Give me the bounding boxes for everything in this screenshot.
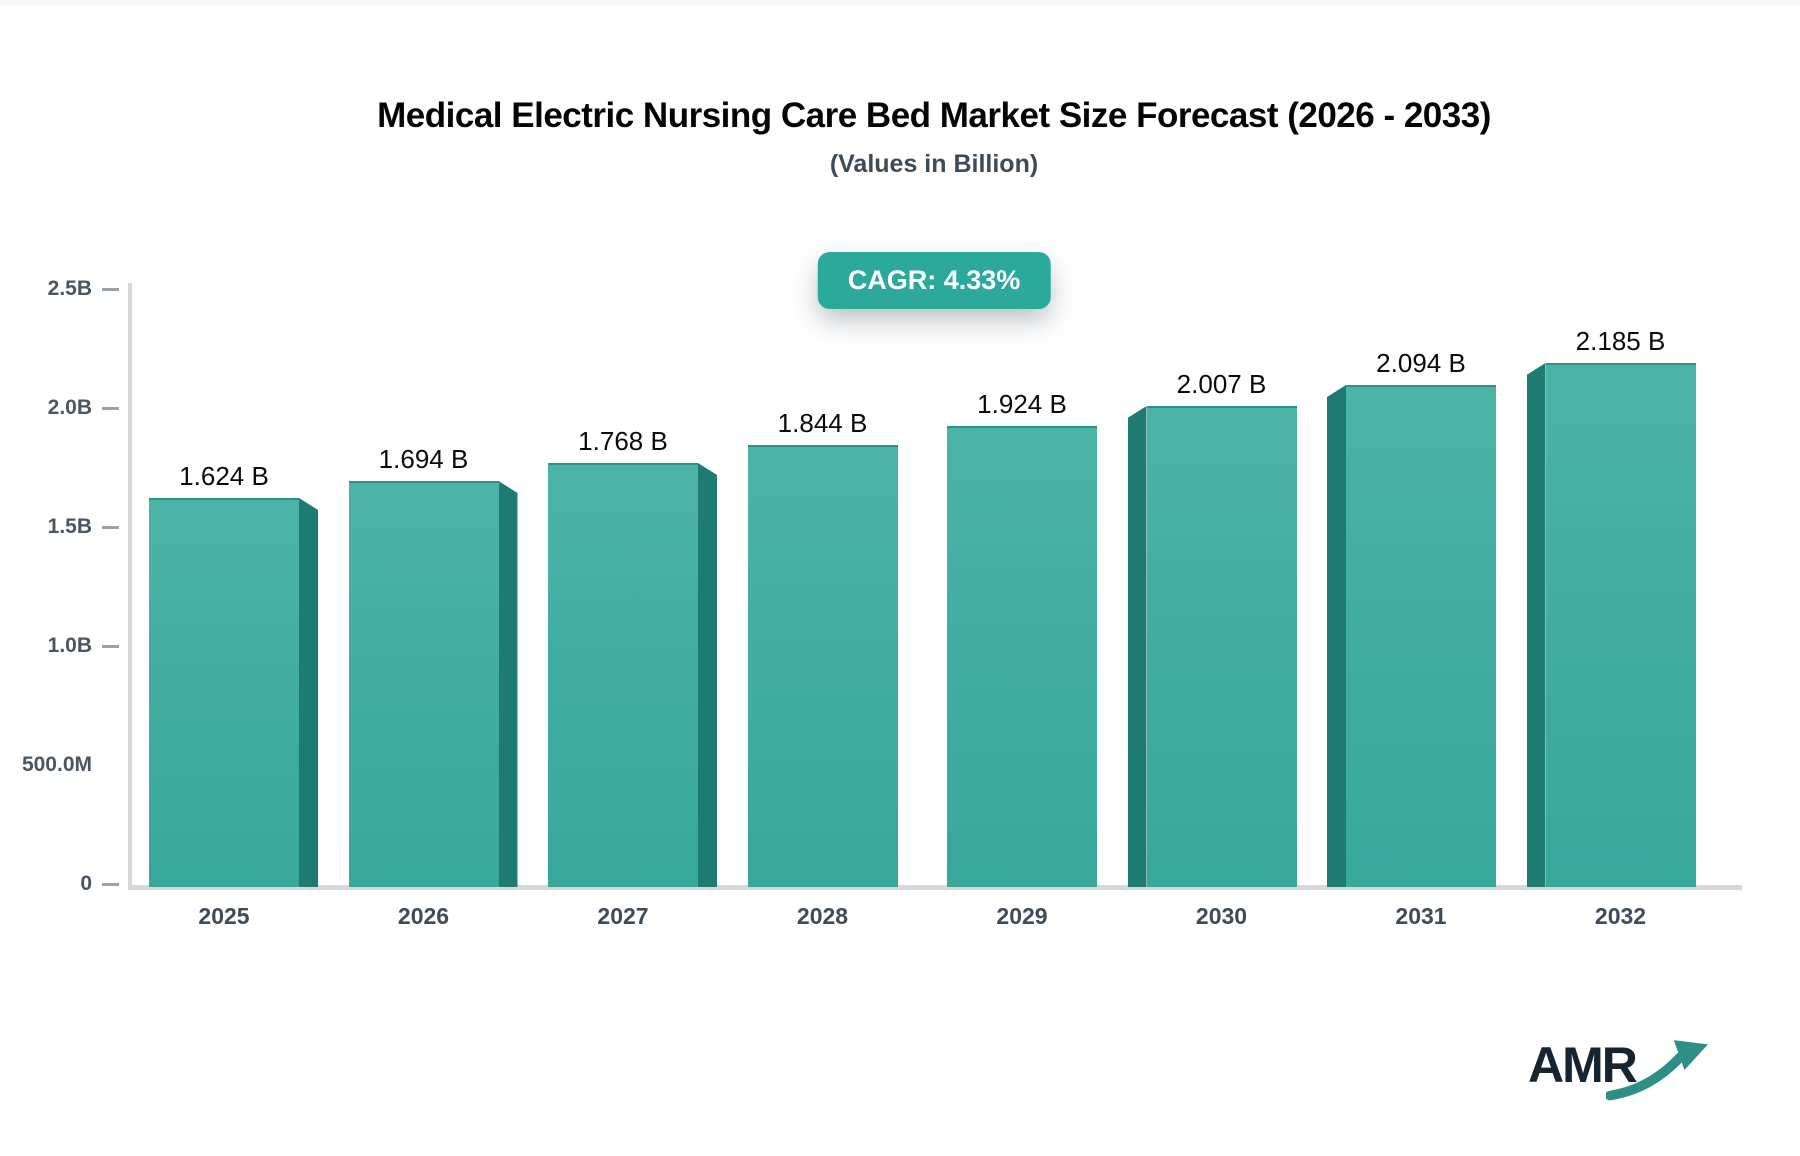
- bar-2030: [1146, 406, 1297, 887]
- bar-2031-side-3d: [1327, 385, 1346, 887]
- bar-2027: [548, 463, 698, 887]
- x-axis-label-2025: 2025: [198, 903, 250, 929]
- bar-value-label-2030: 2.007 B: [1176, 369, 1267, 399]
- bar-2025: [149, 498, 299, 887]
- chart-title: Medical Electric Nursing Care Bed Market…: [377, 96, 1491, 135]
- cagr-badge: CAGR: 4.33%: [817, 252, 1051, 309]
- bar-value-label-2029: 1.924 B: [977, 389, 1067, 419]
- bar-2026: [348, 481, 499, 887]
- bar-2030-side-3d: [1127, 406, 1147, 887]
- bar-value-label-2028: 1.844 B: [777, 408, 868, 438]
- y-axis-tick-dash: [102, 883, 119, 886]
- page-top-border: [0, 0, 1800, 5]
- y-axis-tick-label: 1.5B: [47, 515, 92, 538]
- bar-2029: [947, 426, 1097, 887]
- x-axis-label-2028: 2028: [796, 903, 849, 929]
- bar-2025-side-3d: [299, 498, 318, 887]
- bar-2031: [1346, 385, 1496, 887]
- y-axis-tick-dash: [102, 288, 119, 291]
- bar-value-label-2032: 2.185 B: [1575, 326, 1666, 356]
- bar-2032-side-3d: [1526, 363, 1546, 887]
- y-axis-tick-label: 1.0B: [47, 634, 92, 657]
- growth-arrow-icon: [1606, 1040, 1708, 1101]
- x-axis-label-2030: 2030: [1195, 903, 1248, 929]
- y-axis-line: [128, 283, 132, 890]
- bar-value-label-2031: 2.094 B: [1376, 348, 1466, 378]
- x-axis-label-2026: 2026: [397, 903, 450, 929]
- chart-subtitle: (Values in Billion): [829, 150, 1039, 178]
- x-axis-label-2027: 2027: [597, 903, 649, 929]
- amr-logo-text: AMR: [1528, 1037, 1638, 1093]
- bar-2032: [1545, 363, 1696, 887]
- y-axis-tick-dash: [102, 407, 119, 410]
- y-axis-tick-dash: [102, 526, 119, 529]
- x-axis-label-2031: 2031: [1395, 903, 1447, 929]
- x-axis-label-2029: 2029: [996, 903, 1048, 929]
- y-axis-tick-label: 500.0M: [21, 753, 92, 776]
- bar-2026-side-3d: [498, 481, 518, 887]
- y-axis-tick-label: 2.5B: [47, 277, 92, 300]
- bar-2027-side-3d: [698, 463, 717, 887]
- bar-2028: [747, 445, 898, 887]
- bar-value-label-2026: 1.694 B: [378, 444, 469, 474]
- amr-logo: AMR: [1528, 1036, 1728, 1126]
- x-axis-label-2032: 2032: [1594, 903, 1647, 929]
- y-axis-tick-label: 0: [80, 872, 92, 895]
- y-axis-tick-dash: [102, 645, 119, 648]
- x-axis-baseline: [128, 885, 1742, 890]
- bar-value-label-2027: 1.768 B: [578, 426, 668, 456]
- y-axis-tick-label: 2.0B: [47, 396, 92, 419]
- bar-value-label-2025: 1.624 B: [179, 461, 269, 491]
